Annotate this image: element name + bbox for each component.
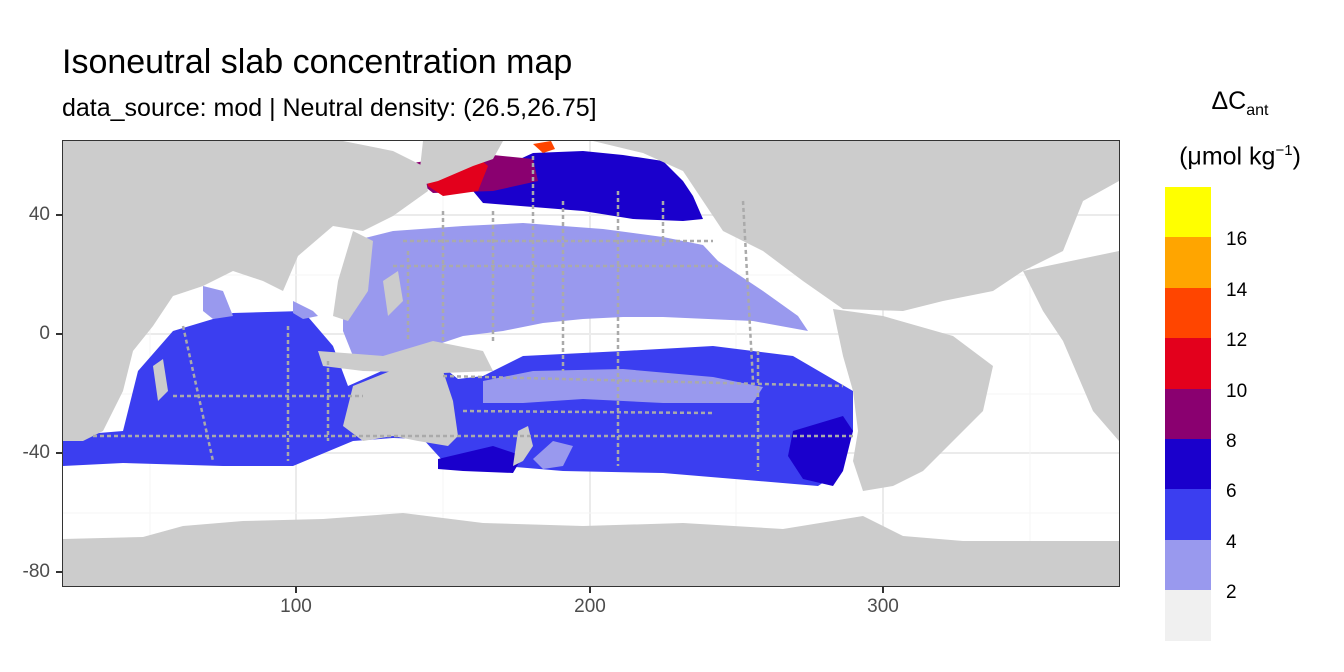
legend-key-10-12 [1165, 338, 1211, 389]
x-tick-label: 100 [280, 596, 312, 617]
x-tick-label: 300 [867, 596, 899, 617]
x-tick-mark [295, 587, 297, 593]
legend-unit-close: ) [1292, 142, 1301, 171]
x-tick-label: 200 [574, 596, 606, 617]
legend-title-sub: ant [1246, 102, 1269, 119]
y-tick-label: 40 [28, 204, 50, 225]
legend-title-main: ΔC [1211, 87, 1247, 115]
legend-key-4-6 [1165, 489, 1211, 540]
legend-title: ΔCant (μmol kg−1) [1160, 84, 1320, 173]
legend-label: 2 [1226, 582, 1237, 603]
madagascar [153, 359, 168, 401]
x-tick-mark [589, 587, 591, 593]
legend-label: 8 [1226, 431, 1237, 452]
chart-title: Isoneutral slab concentration map [62, 43, 573, 81]
philippines [383, 271, 403, 316]
south-america [833, 309, 993, 491]
legend-unit: (μmol kg [1179, 142, 1276, 171]
land [63, 141, 1119, 586]
indonesia [318, 341, 493, 373]
australia [343, 366, 458, 446]
chart-subtitle: data_source: mod | Neutral density: (26.… [62, 94, 597, 122]
map-panel [62, 140, 1120, 587]
tasman-2-4 [533, 441, 573, 469]
kuroshio-12-14 [533, 141, 555, 153]
south-tasman-6-8 [438, 446, 523, 473]
legend-key-6-8 [1165, 438, 1211, 490]
cruise-tracks [93, 156, 853, 471]
legend-color-bar [1165, 187, 1211, 641]
legend-label: 12 [1226, 330, 1248, 351]
africa-europe-land [63, 141, 428, 441]
x-tick-mark [882, 587, 884, 593]
y-tick-mark [56, 571, 62, 573]
eurasia-north [418, 141, 503, 186]
y-tick-mark [56, 214, 62, 216]
legend-label: 16 [1226, 229, 1248, 250]
southeast-pacific-6-8 [788, 416, 853, 486]
bay-of-bengal-2-4 [293, 301, 318, 319]
y-tick-mark [56, 452, 62, 454]
legend-label: 14 [1226, 280, 1248, 301]
south-pacific-gyre-2-4 [483, 369, 763, 403]
y-tick-mark [56, 333, 62, 335]
legend-key-12-14 [1165, 287, 1211, 339]
legend-label: 10 [1226, 381, 1248, 402]
north-pacific-2-4 [343, 223, 808, 363]
north-america [593, 141, 1119, 311]
southeast-asia [333, 231, 373, 321]
legend-key-8-10 [1165, 388, 1211, 439]
legend-unit-exponent: −1 [1275, 142, 1293, 159]
legend-label: 6 [1226, 481, 1237, 502]
legend-key-16+ [1165, 187, 1211, 238]
y-tick-label: -80 [22, 561, 50, 582]
ocean-map [63, 141, 1119, 586]
legend-label: 4 [1226, 532, 1237, 553]
arabian-sea-2-4 [203, 286, 233, 319]
africa-west [1023, 251, 1119, 441]
indian-south-pacific-4-6 [63, 311, 853, 486]
concentration-field [63, 141, 853, 486]
legend-key-2-4 [1165, 539, 1211, 591]
y-tick-label: -40 [22, 442, 50, 463]
legend-key-0-2 [1165, 590, 1211, 641]
y-tick-label: 0 [39, 323, 50, 344]
legend-key-14-16 [1165, 237, 1211, 288]
antarctica [63, 513, 1119, 586]
